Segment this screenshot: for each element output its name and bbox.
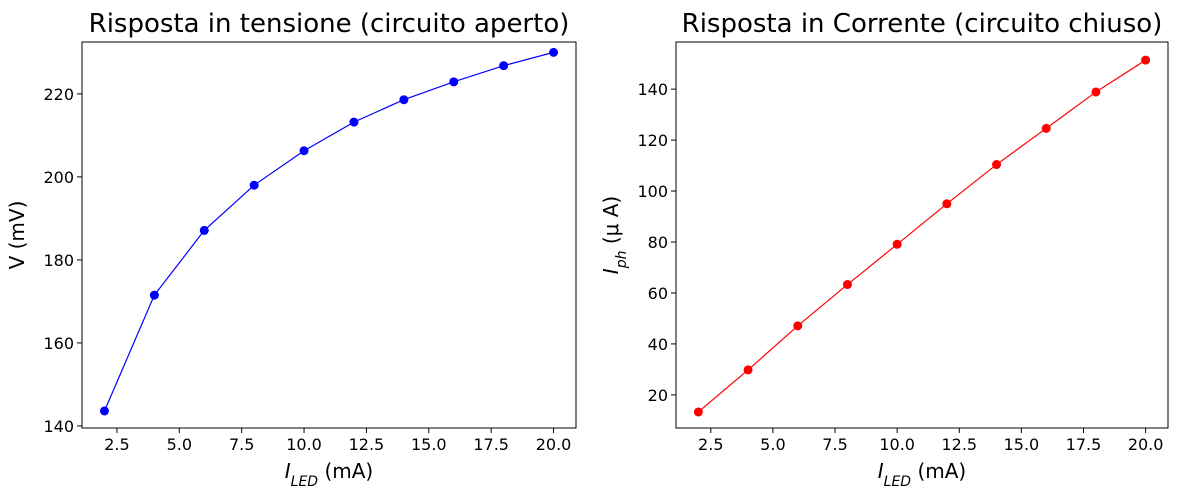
x-axis-label-symbol: I (285, 459, 291, 483)
x-tick-label: 2.5 (698, 435, 723, 454)
chart-title: Risposta in tensione (circuito aperto) (89, 9, 570, 39)
x-axis-label: ILED (mA) (878, 459, 966, 490)
series-line (103, 51, 554, 412)
chart-panel-2: Risposta in Corrente (circuito chiuso) 2.… (599, 9, 1169, 490)
x-tick-label: 20.0 (1128, 435, 1164, 454)
y-tick-label: 60 (648, 284, 668, 303)
plot-frame (675, 41, 1169, 429)
plot-frame (81, 41, 577, 429)
data-point (693, 407, 703, 417)
series-line (697, 59, 1146, 413)
x-tick-label: 7.5 (822, 435, 847, 454)
data-point (149, 290, 159, 300)
data-point (1041, 123, 1051, 133)
x-tick-label: 17.5 (473, 435, 509, 454)
data-point (399, 95, 409, 105)
y-axis-label-unit: (μ A) (599, 196, 623, 251)
x-axis-label-symbol: I (878, 459, 884, 483)
y-axis-label: V (mV) (5, 201, 29, 270)
data-point (249, 180, 259, 190)
data-point (299, 146, 309, 156)
x-tick-label: 5.0 (760, 435, 785, 454)
y-tick-label: 40 (648, 335, 668, 354)
data-point (1141, 55, 1151, 65)
data-point (499, 61, 509, 71)
y-axis-label-symbol: I (599, 268, 623, 274)
data-point (349, 117, 359, 127)
data-point (793, 321, 803, 331)
data-point (549, 47, 559, 57)
x-tick-label: 2.5 (104, 435, 129, 454)
y-tick-label: 120 (637, 131, 668, 150)
x-tick-label: 10.0 (286, 435, 322, 454)
x-axis-label-unit: (mA) (911, 459, 966, 483)
y-tick-label: 200 (43, 168, 74, 187)
x-tick-label: 5.0 (167, 435, 192, 454)
data-point (892, 239, 902, 249)
data-point (99, 406, 109, 416)
y-tick-label: 220 (43, 85, 74, 104)
x-tick-label: 17.5 (1066, 435, 1102, 454)
x-axis-label-unit: (mA) (318, 459, 373, 483)
y-tick-label: 20 (648, 386, 668, 405)
x-tick-label: 12.5 (349, 435, 385, 454)
data-point (1091, 87, 1101, 97)
y-axis-label: Iph (μ A) (599, 196, 630, 274)
x-tick-label: 20.0 (536, 435, 572, 454)
chart-title: Risposta in Corrente (circuito chiuso) (682, 9, 1163, 39)
data-point (992, 160, 1002, 170)
x-tick-label: 15.0 (1004, 435, 1040, 454)
x-tick-label: 7.5 (229, 435, 254, 454)
x-axis-label: ILED (mA) (285, 459, 373, 490)
data-point (199, 225, 209, 235)
y-axis-label-text: V (mV) (5, 201, 29, 270)
data-point (743, 365, 753, 375)
x-tick-label: 15.0 (411, 435, 447, 454)
data-point (942, 199, 952, 209)
chart-panel-1: Risposta in tensione (circuito aperto) 2.… (5, 9, 577, 490)
y-tick-label: 140 (43, 417, 74, 436)
y-tick-label: 180 (43, 251, 74, 270)
x-tick-label: 12.5 (941, 435, 977, 454)
x-tick-label: 10.0 (879, 435, 915, 454)
data-point (842, 280, 852, 290)
data-point (449, 77, 459, 87)
x-axis-label-subscript: LED (884, 474, 912, 490)
y-tick-label: 160 (43, 334, 74, 353)
y-tick-label: 80 (648, 233, 668, 252)
y-tick-label: 140 (637, 80, 668, 99)
x-axis-label-subscript: LED (291, 474, 319, 490)
y-axis-label-subscript: ph (614, 251, 630, 270)
y-tick-label: 100 (637, 182, 668, 201)
